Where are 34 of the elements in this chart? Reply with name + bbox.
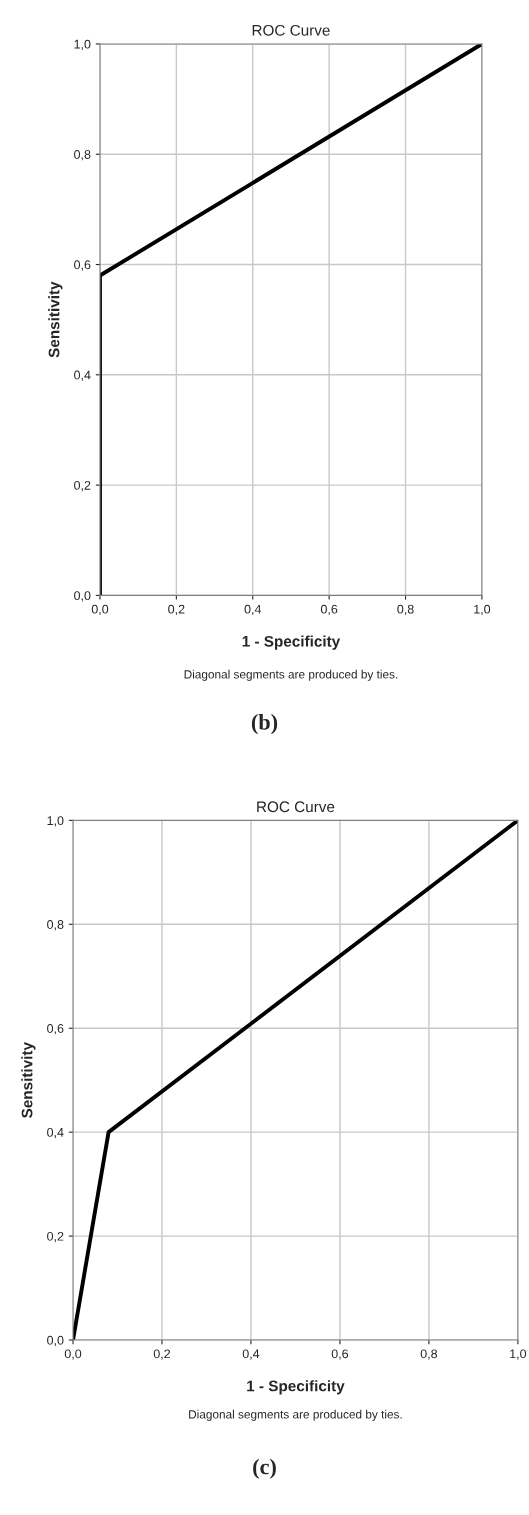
x-tick-label: 0,6	[320, 604, 338, 616]
y-tick-label: 0,0	[47, 1335, 64, 1347]
text: Diagonal segments are produced by ties.	[184, 669, 398, 681]
x-axis-title: 1 - Specificity	[247, 1380, 345, 1395]
chart-title: ROC Curve	[257, 801, 335, 813]
text: Diagonal segments are produced by ties.	[189, 1409, 402, 1421]
x-tick-label: 0,0	[91, 604, 109, 616]
y-tick-label: 0,8	[74, 150, 91, 161]
x-tick-label: 0,8	[420, 1349, 438, 1360]
y-tick-label: 0,2	[74, 480, 91, 492]
x-tick-label: 0,4	[244, 604, 262, 616]
x-tick-label: 0,2	[168, 604, 185, 616]
text: (b)	[251, 714, 278, 735]
y-axis-title: Sensitivity	[21, 1042, 36, 1118]
y-tick-label: 1,0	[47, 816, 64, 827]
x-tick-label: 0,4	[242, 1349, 260, 1360]
y-tick-label: 0,6	[47, 1024, 64, 1035]
y-axis-title: Sensitivity	[48, 281, 63, 358]
x-tick-label: 0,8	[397, 604, 414, 616]
x-tick-label: 0,6	[331, 1349, 349, 1360]
x-tick-label: 1,0	[474, 604, 491, 616]
y-tick-label: 1,0	[74, 39, 91, 51]
x-tick-label: 0,0	[64, 1349, 82, 1360]
y-tick-label: 0,8	[47, 920, 64, 931]
chart-title: ROC Curve	[252, 24, 330, 36]
x-tick-label: 1,0	[510, 1349, 527, 1360]
y-tick-label: 0,0	[74, 591, 91, 602]
x-tick-label: 0,2	[153, 1349, 171, 1360]
y-tick-label: 0,2	[47, 1231, 64, 1243]
x-axis-title: 1 - Specificity	[242, 635, 341, 650]
y-tick-label: 0,4	[47, 1127, 64, 1139]
y-tick-label: 0,4	[74, 370, 91, 381]
text: (c)	[253, 1458, 276, 1479]
y-tick-label: 0,6	[74, 260, 91, 271]
